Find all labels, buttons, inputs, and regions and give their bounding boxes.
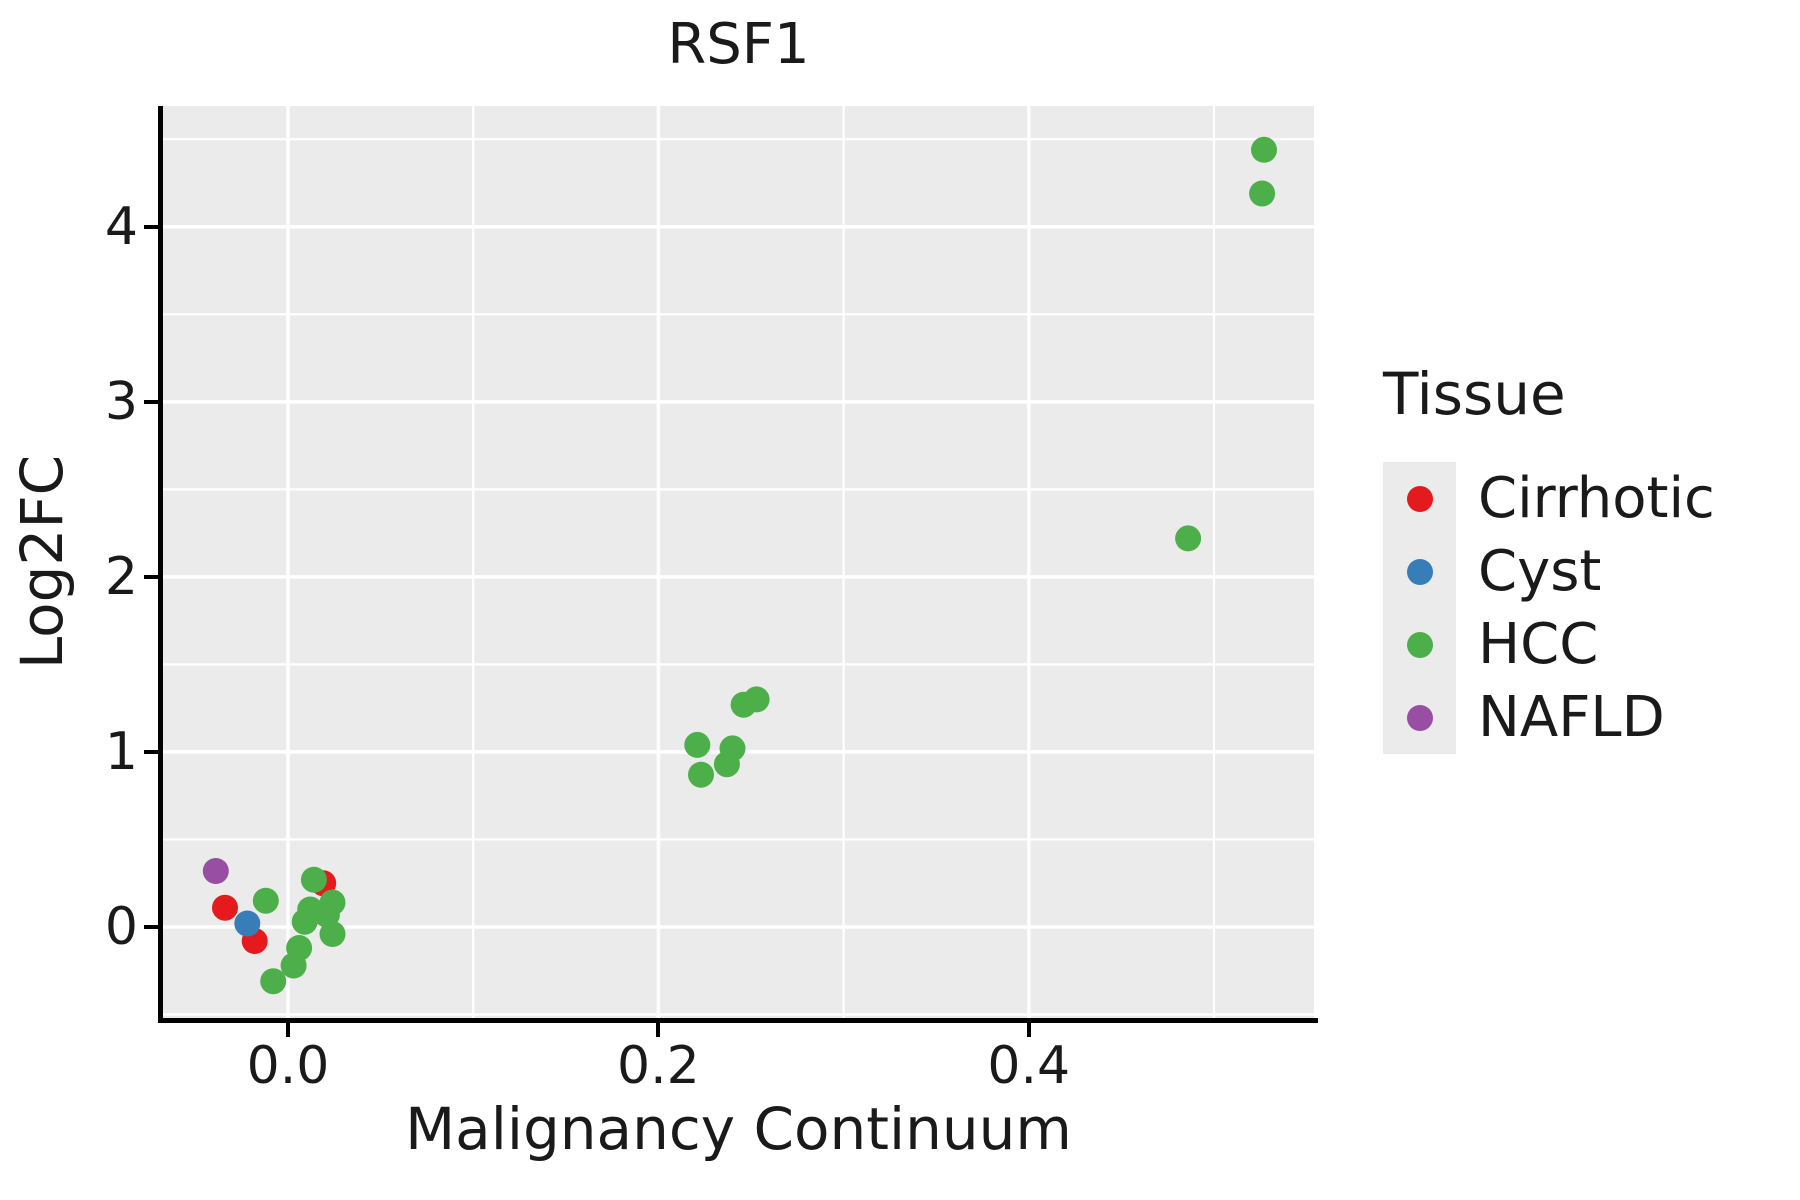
legend-key	[1383, 608, 1456, 681]
legend-item-cirrhotic: Cirrhotic	[1383, 462, 1715, 535]
legend-item-hcc: HCC	[1383, 608, 1715, 681]
y-tick-label: 2	[104, 546, 138, 607]
legend-key	[1383, 462, 1456, 535]
x-tick-mark	[1026, 1023, 1031, 1037]
scatter-plot	[163, 106, 1314, 1018]
y-tick-label: 0	[104, 896, 138, 957]
legend-item-nafld: NAFLD	[1383, 681, 1715, 754]
chart-title: RSF1	[667, 12, 810, 77]
legend-item-cyst: Cyst	[1383, 535, 1715, 608]
data-point-hcc	[252, 887, 279, 914]
legend-items: Cirrhotic Cyst HCC NAFLD	[1383, 462, 1715, 754]
legend-dot-icon	[1406, 558, 1433, 585]
x-tick-label: 0.2	[617, 1036, 700, 1096]
x-tick-mark	[286, 1023, 290, 1037]
legend-label: NAFLD	[1478, 685, 1665, 750]
legend-label: Cyst	[1478, 539, 1602, 604]
data-point-hcc	[1251, 136, 1277, 163]
data-point-hcc	[300, 866, 327, 893]
data-point-hcc	[1249, 180, 1276, 207]
data-point-hcc	[743, 686, 770, 713]
y-tick-mark	[144, 924, 158, 929]
legend-key	[1383, 535, 1456, 608]
y-tick-label: 1	[104, 721, 138, 782]
data-point-hcc	[1175, 525, 1202, 552]
y-tick-mark	[144, 749, 158, 754]
legend-label: Cirrhotic	[1478, 466, 1715, 531]
data-point-hcc	[319, 889, 346, 916]
x-tick-mark	[656, 1023, 661, 1037]
data-point-hcc	[286, 935, 313, 961]
data-point-hcc	[719, 735, 746, 762]
data-point-nafld	[202, 858, 229, 884]
x-tick-label: 0.0	[246, 1036, 330, 1096]
legend-title: Tissue	[1383, 360, 1566, 428]
legend-dot-icon	[1406, 704, 1433, 731]
y-tick-mark	[144, 399, 158, 404]
legend-dot-icon	[1406, 485, 1433, 512]
y-tick-mark	[144, 574, 158, 579]
y-axis-line	[158, 106, 163, 1023]
legend: Tissue Cirrhotic Cyst HCC NAFLD	[1383, 360, 1715, 754]
legend-key	[1383, 681, 1456, 754]
y-tick-label: 3	[104, 371, 138, 432]
y-tick-mark	[144, 224, 158, 229]
plot-panel	[163, 106, 1314, 1018]
x-axis-line	[158, 1018, 1318, 1023]
legend-label: HCC	[1478, 612, 1599, 677]
data-point-cyst	[234, 910, 261, 937]
x-tick-label: 0.4	[987, 1036, 1071, 1096]
data-point-hcc	[688, 761, 714, 788]
data-point-hcc	[260, 968, 287, 995]
data-point-cirrhotic	[212, 894, 238, 921]
data-point-hcc	[319, 921, 346, 947]
y-tick-label: 4	[104, 196, 138, 257]
data-point-hcc	[684, 731, 711, 758]
legend-dot-icon	[1406, 631, 1433, 658]
x-axis-label: Malignancy Continuum	[405, 1095, 1072, 1163]
